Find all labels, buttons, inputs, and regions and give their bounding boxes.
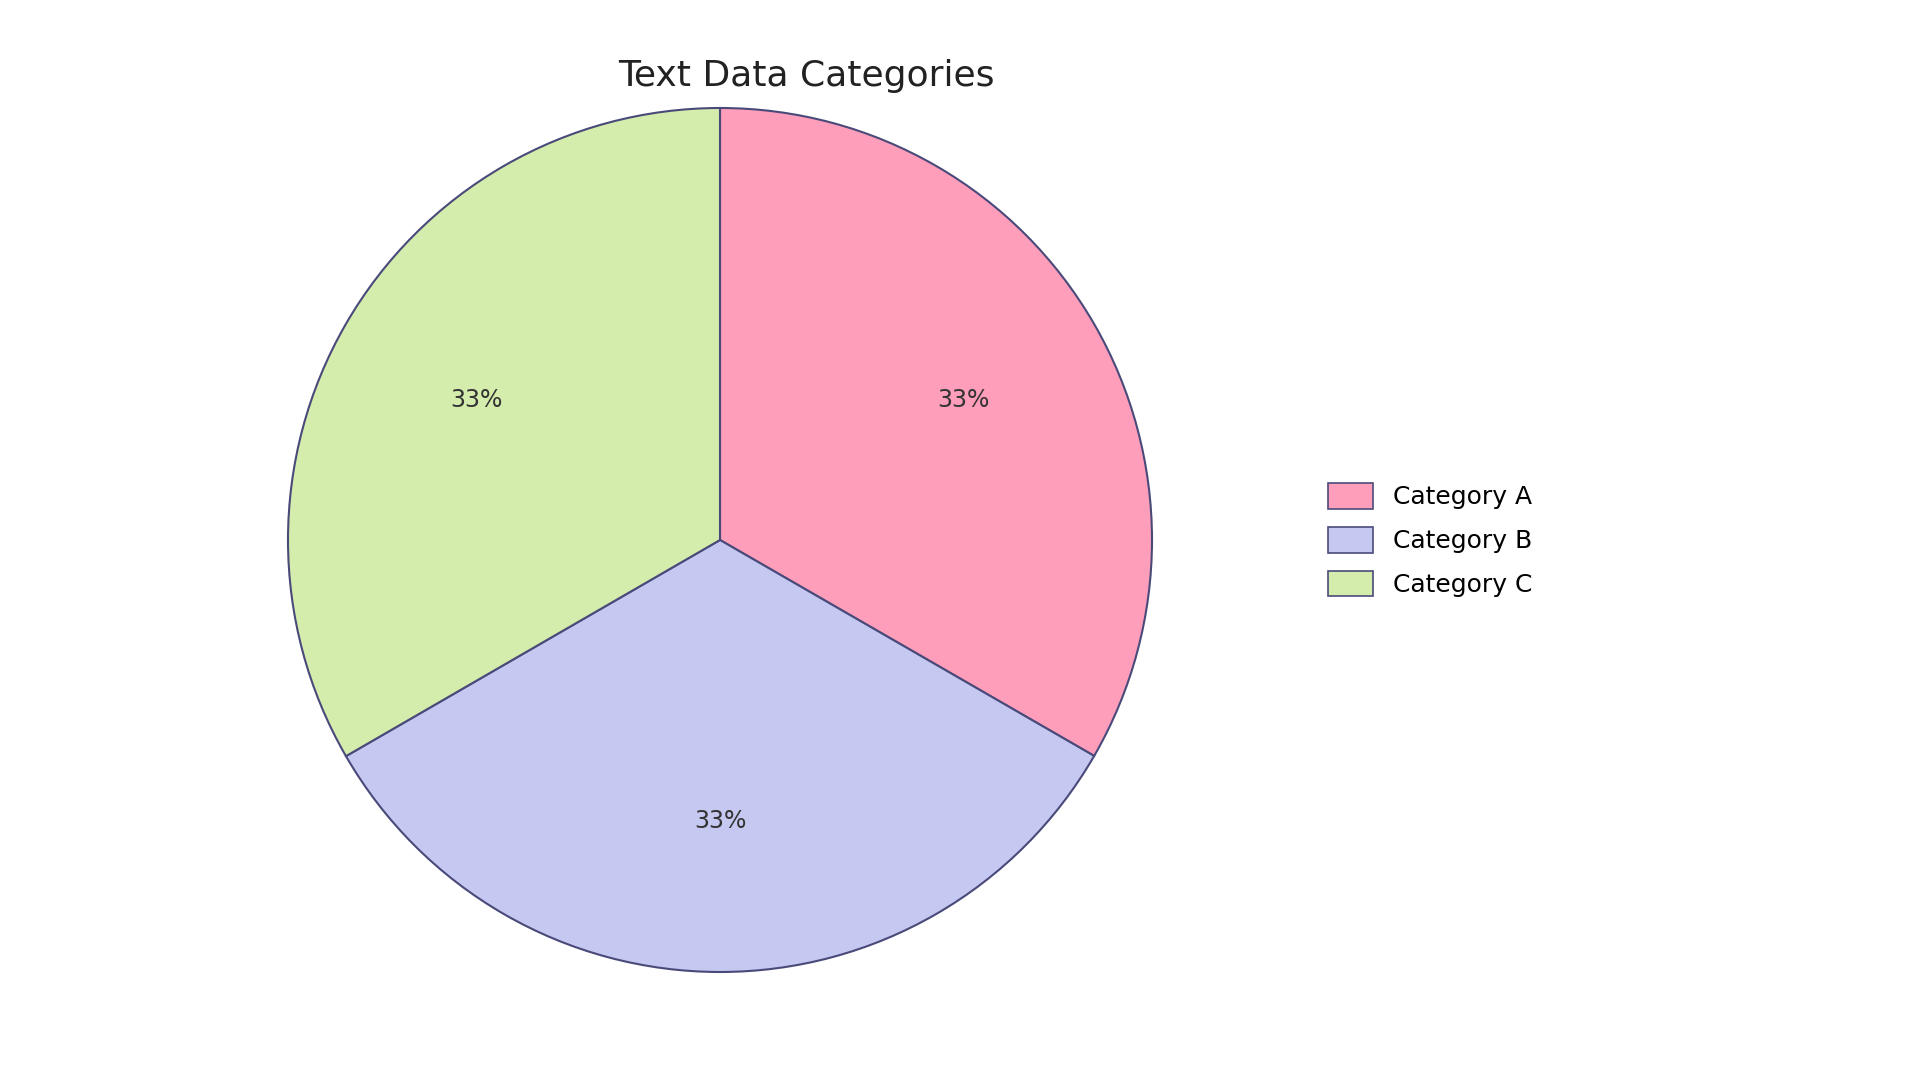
Wedge shape (288, 108, 720, 756)
Wedge shape (720, 108, 1152, 756)
Legend: Category A, Category B, Category C: Category A, Category B, Category C (1319, 473, 1542, 607)
Text: 33%: 33% (451, 388, 503, 411)
Wedge shape (346, 540, 1094, 972)
Text: 33%: 33% (693, 809, 747, 833)
Text: 33%: 33% (937, 388, 989, 411)
Text: Text Data Categories: Text Data Categories (618, 58, 995, 93)
